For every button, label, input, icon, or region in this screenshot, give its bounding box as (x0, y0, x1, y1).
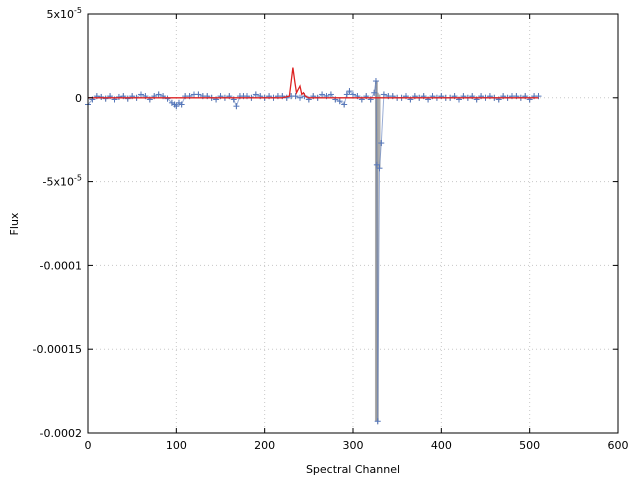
series-line-model (88, 67, 539, 99)
data-point (252, 91, 259, 98)
data-point (372, 78, 379, 85)
data-point (319, 91, 326, 98)
series-line-data (87, 80, 539, 422)
data-point (336, 98, 343, 105)
y-tick-label: 0 (75, 92, 82, 105)
data-point (155, 91, 162, 98)
data-point (178, 101, 185, 108)
data-point (380, 91, 387, 98)
axis-ticks: 0 100 200 300 400 500 6005x10-50-5x10-5-0.0001… (33, 6, 629, 452)
y-tick-label-base: -0.0002 (40, 427, 82, 440)
data-point (346, 88, 353, 95)
y-tick-label-base: 0 (75, 92, 82, 105)
y-tick-label-exponent: -5 (74, 6, 82, 15)
grid-lines (88, 14, 618, 433)
x-tick-label: 200 (254, 439, 275, 452)
data-series (85, 67, 542, 425)
x-axis-title: Spectral Channel (306, 463, 400, 476)
data-point (124, 95, 131, 102)
x-tick-label: 100 (166, 439, 187, 452)
x-tick-label: 0 (85, 439, 92, 452)
y-tick-label: -0.0002 (40, 427, 82, 440)
y-tick-label: 5x10-5 (47, 6, 83, 21)
y-tick-label: -5x10-5 (43, 174, 82, 189)
y-tick-label: -0.00015 (33, 343, 82, 356)
data-point (102, 95, 109, 102)
data-point (327, 91, 334, 98)
y-tick-label-base: -0.00015 (33, 343, 82, 356)
x-tick-label: 500 (519, 439, 540, 452)
data-point (376, 165, 383, 172)
y-axis-title: Flux (8, 212, 21, 235)
data-point (115, 93, 122, 100)
y-tick-label-base: -5x10 (43, 176, 74, 189)
x-tick-label: 400 (431, 439, 452, 452)
error-bars (87, 78, 539, 425)
y-tick-label-exponent: -5 (74, 174, 82, 183)
data-point (343, 91, 350, 98)
x-tick-label: 600 (608, 439, 629, 452)
data-point (373, 161, 380, 168)
data-point (173, 103, 180, 110)
data-point (164, 95, 171, 102)
data-point (233, 103, 240, 110)
y-tick-label-base: 5x10 (47, 8, 75, 21)
y-tick-label-base: -0.0001 (40, 259, 82, 272)
data-point (98, 93, 105, 100)
data-point (341, 101, 348, 108)
data-point (138, 91, 144, 98)
data-point (297, 94, 303, 101)
data-point (292, 93, 299, 100)
y-tick-label: -0.0001 (40, 259, 82, 272)
x-tick-label: 300 (343, 439, 364, 452)
data-point (371, 89, 378, 96)
data-point (378, 140, 385, 147)
data-point (195, 91, 202, 98)
data-point (374, 418, 381, 425)
data-point (350, 91, 356, 98)
